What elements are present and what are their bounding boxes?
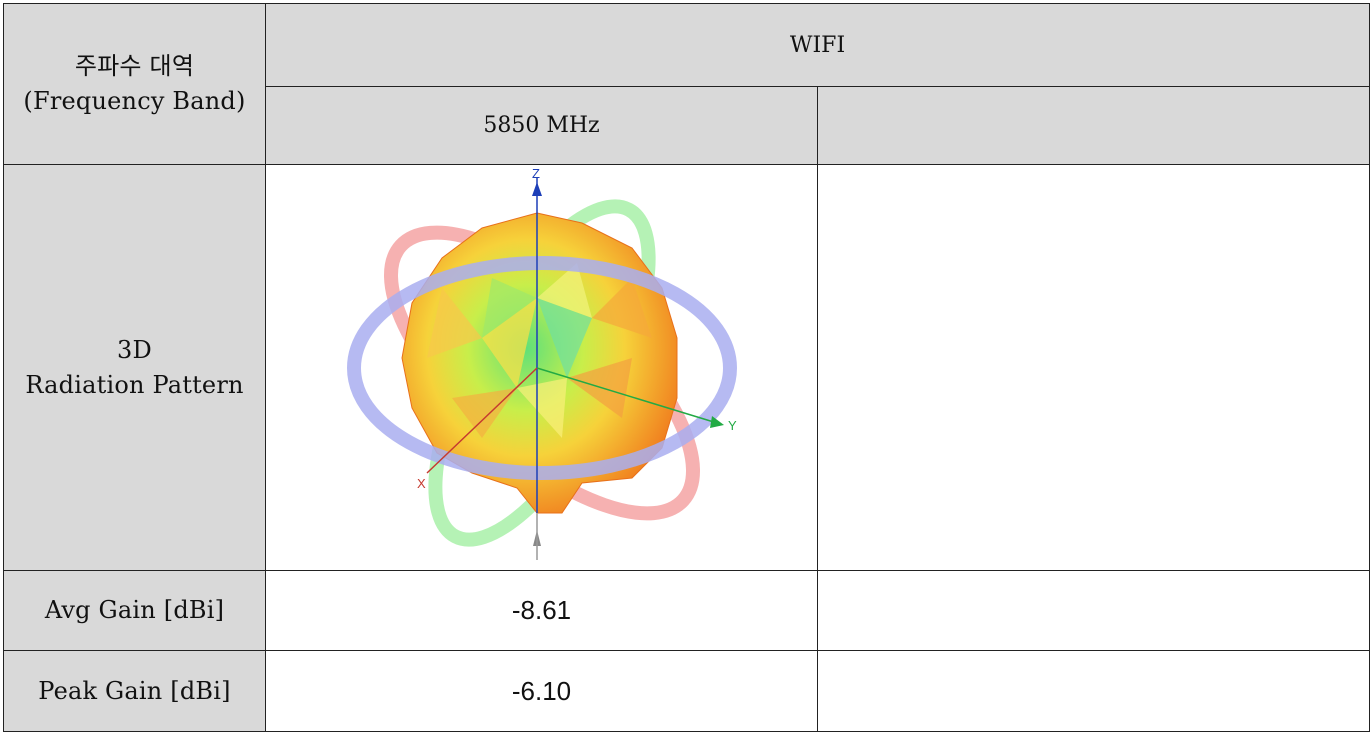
- facet: [566, 357, 632, 418]
- facet: [451, 387, 517, 438]
- avg-gain-label-cell: Avg Gain [dBi]: [3, 570, 266, 651]
- facet: [516, 377, 567, 438]
- x-axis-label: X: [417, 476, 426, 491]
- pattern-extra-cell: [816, 164, 1371, 571]
- pattern-body: [400, 211, 677, 513]
- band-label-cell: 주파수 대역 (Frequency Band): [3, 3, 266, 165]
- frequency-value: 5850 MHz: [483, 113, 600, 138]
- band-name: WIFI: [789, 32, 846, 58]
- pattern-label-cell: 3D Radiation Pattern: [3, 164, 266, 571]
- band-label-en: (Frequency Band): [23, 87, 246, 115]
- avg-gain-label: Avg Gain [dBi]: [44, 596, 225, 625]
- pattern-image-cell: Z Y X: [265, 164, 818, 571]
- peak-gain-value-cell: -6.10: [265, 650, 818, 732]
- facet: [481, 277, 537, 338]
- peak-gain-label-cell: Peak Gain [dBi]: [3, 650, 266, 732]
- pattern-label-line1: 3D: [117, 335, 152, 364]
- avg-gain-extra-cell: [816, 570, 1371, 651]
- radiation-spec-table: 주파수 대역 (Frequency Band) WIFI 5850 MHz 3D…: [3, 3, 1371, 732]
- z-axis-arrow: [531, 181, 542, 196]
- y-axis-arrow: [709, 415, 724, 428]
- facet: [591, 277, 652, 338]
- extra-frequency-cell: [816, 86, 1371, 165]
- ring-blue: [346, 255, 737, 480]
- peak-gain-value: -6.10: [511, 675, 572, 706]
- band-name-cell: WIFI: [264, 3, 1371, 87]
- facet: [536, 262, 592, 318]
- avg-gain-value-cell: -8.61: [265, 570, 818, 651]
- facet: [426, 287, 482, 358]
- avg-gain-value: -8.61: [511, 595, 572, 625]
- peak-gain-extra-cell: [816, 650, 1371, 732]
- z-axis-label: Z: [532, 168, 540, 181]
- facet: [536, 297, 592, 378]
- frequency-cell: 5850 MHz: [265, 86, 818, 165]
- radiation-pattern-3d: Z Y X: [346, 168, 737, 560]
- x-axis-line: [425, 366, 538, 474]
- facet: [481, 297, 537, 388]
- y-axis-label: Y: [728, 418, 737, 433]
- pattern-label-line2: Radiation Pattern: [25, 370, 244, 399]
- y-axis-line: [536, 366, 717, 424]
- band-label-ko: 주파수 대역: [74, 52, 195, 81]
- peak-gain-label: Peak Gain [dBi]: [38, 676, 231, 705]
